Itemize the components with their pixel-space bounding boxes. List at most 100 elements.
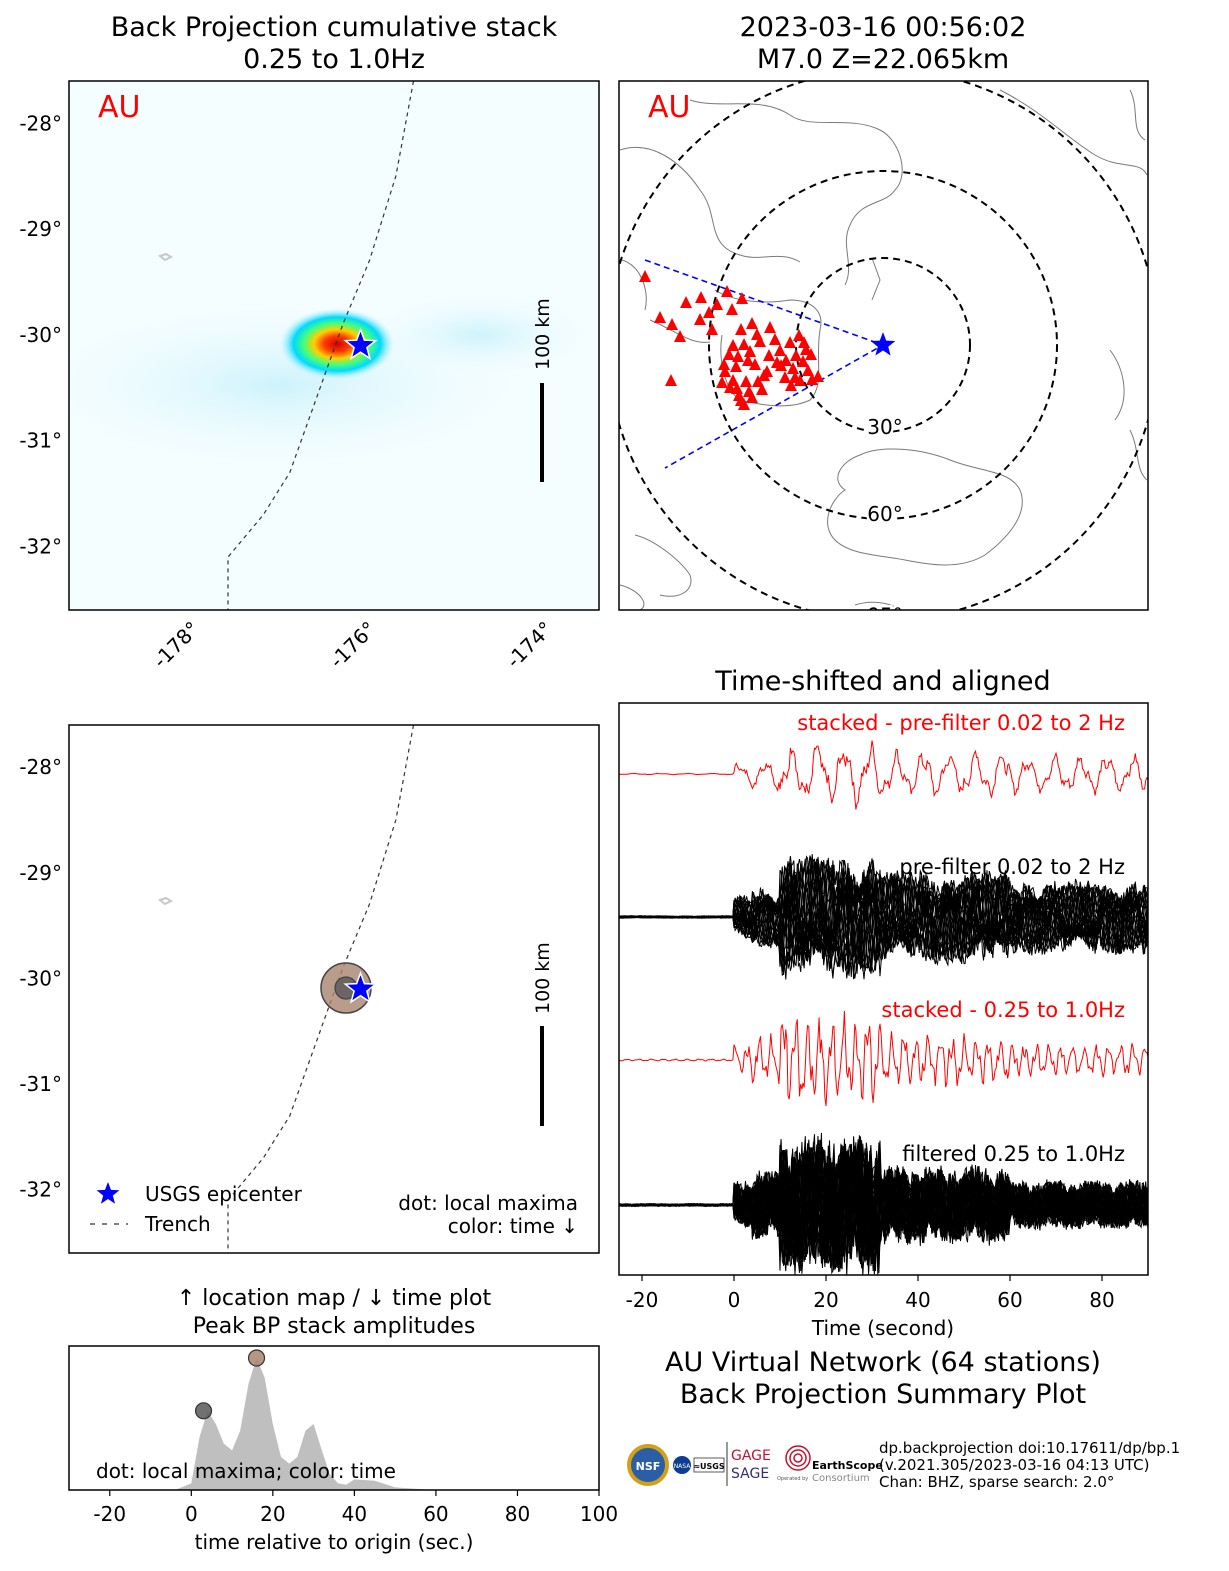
station-triangle — [706, 323, 718, 335]
distance-rings — [619, 81, 1148, 610]
station-triangle — [723, 348, 735, 360]
amplitude-area — [175, 1358, 436, 1490]
station-triangle — [756, 383, 768, 395]
usgs-logo: ≈USGS — [693, 1457, 725, 1473]
globe-title-line1: 2023-03-16 00:56:02 — [740, 12, 1027, 43]
y-tick-label: -31° — [19, 1072, 62, 1096]
station-triangle — [764, 321, 776, 333]
distance-ring-labels: 30° 60° 95° — [865, 413, 905, 611]
globe-epicenter-star — [870, 332, 896, 356]
station-triangle — [769, 333, 781, 345]
time-x-label: time relative to origin (sec.) — [195, 1530, 474, 1554]
y-tick-label: -30° — [19, 323, 62, 347]
waveform-line — [619, 859, 1148, 977]
sage-logo-text: SAGE — [731, 1466, 769, 1482]
station-triangle — [793, 329, 805, 341]
station-triangle — [694, 313, 706, 325]
time-note: dot: local maxima; color: time — [96, 1459, 396, 1483]
bp-title-line1: Back Projection cumulative stack — [111, 12, 558, 43]
legend-star-glyph — [96, 1182, 120, 1204]
waveform-traces — [619, 740, 1148, 1275]
x-tick-label: 80 — [1089, 1288, 1114, 1312]
wave-x-ticks: -20 0 20 40 60 80 — [626, 1275, 1115, 1312]
station-triangle — [797, 355, 809, 367]
time-panel: ↑ location map / ↓ time plot Peak BP sta… — [68, 1286, 618, 1554]
x-tick-label: 20 — [260, 1502, 285, 1526]
x-tick-label: -20 — [93, 1502, 126, 1526]
ring-label: 60° — [867, 502, 902, 526]
nasa-logo-text: NASA — [674, 1463, 692, 1470]
wave-frame — [618, 702, 1149, 1276]
bp-panel: Back Projection cumulative stack 0.25 to… — [19, 12, 600, 673]
station-triangle — [758, 369, 770, 381]
station-triangle — [724, 381, 736, 393]
x-tick-label: 100 — [580, 1502, 618, 1526]
loc-scale-label: 100 km — [532, 942, 554, 1014]
summary-line1: AU Virtual Network (64 stations) — [665, 1347, 1101, 1378]
station-triangle — [711, 298, 723, 310]
credits-line3: Chan: BHZ, sparse search: 2.0° — [879, 1473, 1114, 1491]
station-triangle — [802, 364, 814, 376]
summary-line2: Back Projection Summary Plot — [680, 1379, 1086, 1410]
station-triangle — [718, 358, 730, 370]
legend-trench-label: Trench — [144, 1212, 211, 1236]
station-triangle — [732, 350, 744, 362]
x-tick-label: 40 — [905, 1288, 930, 1312]
consortium-logo-text: Consortium — [812, 1473, 870, 1484]
station-triangle — [735, 323, 747, 335]
station-triangle — [754, 335, 766, 347]
x-tick-label: 60 — [423, 1502, 448, 1526]
station-triangle — [695, 291, 707, 303]
time-maxima-dot — [194, 1402, 213, 1420]
time-title-line2: Peak BP stack amplitudes — [193, 1314, 476, 1339]
station-triangle — [733, 389, 745, 401]
gage-logo-text: GAGE — [731, 1448, 771, 1464]
station-triangle — [680, 296, 692, 308]
globe-panel: 2023-03-16 00:56:02 M7.0 Z=22.065km 30° 6… — [618, 12, 1149, 611]
station-triangle — [785, 379, 797, 391]
station-triangle — [716, 376, 728, 388]
earthscope-logo-mark — [785, 1445, 811, 1471]
bp-frame — [68, 80, 600, 611]
station-triangle — [742, 354, 754, 366]
globe-star-glyph — [870, 332, 896, 356]
y-tick-label: -32° — [19, 535, 62, 559]
station-triangle — [774, 344, 786, 356]
bp-trench-line — [227, 81, 415, 610]
y-tick-label: -32° — [19, 1178, 62, 1202]
station-triangle — [726, 303, 738, 315]
time-x-ticks: -20 0 20 40 60 80 100 — [93, 1490, 618, 1526]
legend-star-icon — [96, 1182, 120, 1204]
loc-note-line1: dot: local maxima — [398, 1191, 578, 1215]
nsf-logo-text: NSF — [636, 1460, 661, 1473]
station-triangle — [674, 330, 686, 342]
station-triangle — [736, 292, 748, 304]
x-tick-label: 0 — [728, 1288, 741, 1312]
station-triangle — [780, 354, 792, 366]
time-maxima-dots — [194, 1349, 266, 1420]
station-triangle — [787, 362, 799, 374]
x-tick-label: 0 — [185, 1502, 198, 1526]
epicenter-star-icon — [343, 327, 378, 361]
globe-frame — [618, 80, 1149, 611]
distance-ring — [795, 257, 971, 433]
station-triangle — [790, 349, 802, 361]
station-triangle — [738, 338, 750, 350]
time-frame — [68, 1345, 600, 1491]
x-tick-label: -20 — [626, 1288, 659, 1312]
bp-y-ticks: -28° -29° -30° -31° -32° — [19, 111, 62, 558]
bp-epicenter-star — [343, 327, 378, 361]
legend-epicenter-label: USGS epicenter — [145, 1182, 303, 1206]
operated-by-text: Operated by — [777, 1476, 808, 1482]
station-triangle — [721, 285, 733, 297]
station-triangle — [749, 358, 761, 370]
logo-strip: NSF NASA ≈USGS GAGE SAGE Operated by Ear… — [627, 1442, 883, 1486]
station-triangle — [812, 370, 824, 382]
bp-network-label: AU — [98, 90, 140, 125]
waveform-line — [619, 1135, 1148, 1275]
x-tick-label: -176° — [325, 617, 381, 673]
station-triangle — [738, 398, 750, 410]
station-triangle — [730, 360, 742, 372]
wave-x-label: Time (second) — [811, 1316, 954, 1340]
